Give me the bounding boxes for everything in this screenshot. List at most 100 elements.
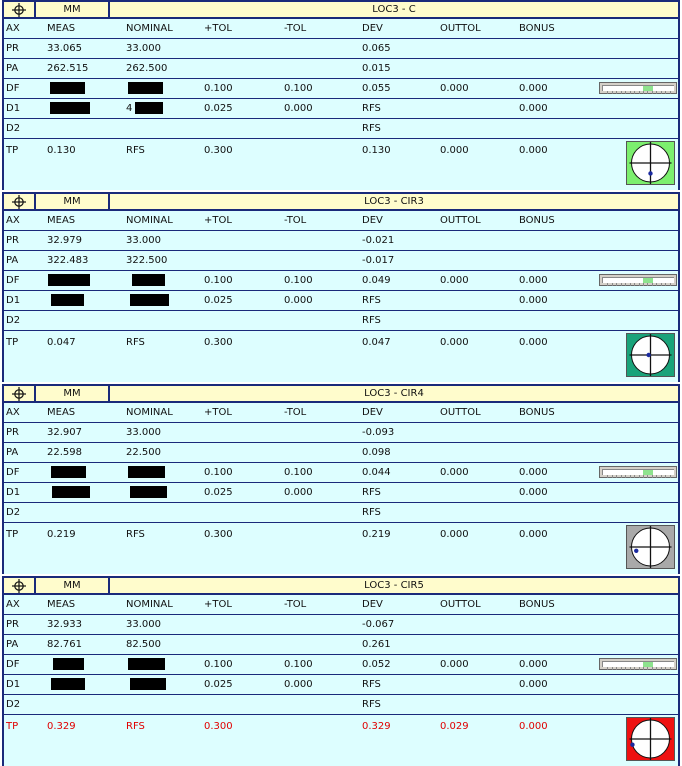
cell-pa-meas: 322.483 — [47, 255, 89, 266]
cell-d1-tol: 0.025 — [204, 295, 233, 306]
column-header-dev: DEV — [362, 599, 383, 610]
deviation-bar — [599, 274, 677, 286]
measured-position-dot — [646, 352, 651, 358]
column-header-nominal: NOMINAL — [126, 407, 173, 418]
deviation-bar-tick — [651, 91, 653, 94]
cell-d1-ax: D1 — [6, 487, 21, 498]
feature-title: LOC3 - CIR3 — [364, 196, 424, 207]
cell-pa-dev: -0.017 — [362, 255, 395, 266]
true-position-graph — [626, 717, 675, 761]
column-header-nominal: NOMINAL — [126, 215, 173, 226]
redacted-value — [51, 294, 84, 306]
cell-d2-dev: RFS — [362, 315, 381, 326]
column-header-tol: +TOL — [204, 407, 232, 418]
cell-d1-tol: 0.000 — [284, 679, 313, 690]
cell-tp-bonus: 0.000 — [519, 337, 548, 348]
deviation-bar-tick — [647, 475, 649, 478]
row-pr: PR 32.933 33.000 -0.067 — [4, 615, 678, 635]
column-header-tol: +TOL — [204, 599, 232, 610]
cell-d2-dev: RFS — [362, 123, 381, 134]
deviation-bar-tick — [660, 283, 662, 286]
deviation-bar-tick — [616, 91, 618, 94]
cell-tp-tol: 0.300 — [204, 337, 233, 348]
position-tolerance-icon — [12, 2, 26, 17]
cell-tp-meas: 0.219 — [47, 529, 76, 540]
column-header-ax: AX — [6, 599, 20, 610]
cell-pr-dev: 0.065 — [362, 43, 391, 54]
cell-tp-outtol: 0.029 — [440, 721, 469, 732]
deviation-bar-tick — [625, 283, 627, 286]
cell-pr-meas: 32.933 — [47, 619, 82, 630]
feature-block: MM LOC3 - C AX MEAS NOMINAL +TOL -TOL DEV OUTTOL… — [2, 0, 680, 190]
column-header-outtol: OUTTOL — [440, 407, 481, 418]
deviation-bar-track — [602, 85, 674, 94]
cell-df-bonus: 0.000 — [519, 659, 548, 670]
cell-pa-dev: 0.261 — [362, 639, 391, 650]
column-header-dev: DEV — [362, 407, 383, 418]
cell-pa-meas: 262.515 — [47, 63, 89, 74]
cell-df-dev: 0.055 — [362, 83, 391, 94]
cell-tp-meas: 0.130 — [47, 145, 76, 156]
deviation-bar-tick — [611, 475, 613, 478]
cell-tp-nominal: RFS — [126, 337, 145, 348]
redacted-value — [132, 274, 165, 286]
feature-block: MM LOC3 - CIR3 AX MEAS NOMINAL +TOL -TOL DEV OUT… — [2, 192, 680, 382]
measured-position-dot — [634, 548, 639, 553]
deviation-bar-tick — [620, 91, 622, 94]
redacted-value — [135, 102, 163, 114]
cell-df-ax: DF — [6, 467, 20, 478]
cell-d1-bonus: 0.000 — [519, 103, 548, 114]
deviation-bar-tick — [665, 667, 667, 670]
units-label: MM — [36, 386, 110, 401]
column-header-dev: DEV — [362, 215, 383, 226]
cell-d1-tol: 0.025 — [204, 679, 233, 690]
cell-tp-nominal: RFS — [126, 529, 145, 540]
cell-tp-nominal: RFS — [126, 721, 145, 732]
cell-tp-outtol: 0.000 — [440, 337, 469, 348]
true-position-graph — [626, 525, 675, 569]
cell-df-tol: 0.100 — [284, 83, 313, 94]
deviation-bar-tick — [669, 283, 671, 286]
cell-df-tol: 0.100 — [284, 659, 313, 670]
cell-tp-dev: 0.219 — [362, 529, 391, 540]
row-d2: D2 RFS — [4, 311, 678, 331]
redacted-value — [51, 466, 86, 478]
cell-df-ax: DF — [6, 275, 20, 286]
cell-tp-ax: TP — [6, 721, 19, 732]
cell-tp-meas: 0.047 — [47, 337, 76, 348]
cell-pa-dev: 0.098 — [362, 447, 391, 458]
deviation-bar-tick — [638, 283, 640, 286]
cell-d1-bonus: 0.000 — [519, 295, 548, 306]
cell-df-outtol: 0.000 — [440, 83, 469, 94]
deviation-bar — [599, 658, 677, 670]
deviation-bar-tick — [647, 283, 649, 286]
cell-pr-ax: PR — [6, 235, 19, 246]
position-tolerance-icon — [12, 386, 26, 401]
cell-pa-meas: 22.598 — [47, 447, 82, 458]
deviation-bar-tick — [611, 667, 613, 670]
cell-tp-outtol: 0.000 — [440, 145, 469, 156]
deviation-bar-tick — [620, 667, 622, 670]
row-d1: D1 0.025 0.000 RFS 0.000 — [4, 291, 678, 311]
row-d2: D2 RFS — [4, 503, 678, 523]
cell-tp-tol: 0.300 — [204, 721, 233, 732]
cell-df-bonus: 0.000 — [519, 275, 548, 286]
column-header-tol: -TOL — [284, 215, 307, 226]
cell-d2-ax: D2 — [6, 507, 21, 518]
feature-title: LOC3 - C — [372, 4, 416, 15]
deviation-bar-tick — [656, 667, 658, 670]
column-header-row: AX MEAS NOMINAL +TOL -TOL DEV OUTTOL BONUS — [4, 211, 678, 231]
deviation-bar-tick — [620, 283, 622, 286]
deviation-bar-track — [602, 469, 674, 478]
cell-df-dev: 0.052 — [362, 659, 391, 670]
deviation-bar-tick — [607, 475, 609, 478]
units-label: MM — [36, 578, 110, 593]
cell-d1-nominal: 4 — [126, 103, 133, 114]
symbol-cell — [4, 2, 36, 17]
deviation-bar-tick — [669, 475, 671, 478]
cell-df-outtol: 0.000 — [440, 659, 469, 670]
row-df: DF 0.100 0.100 0.044 0.000 0.000 — [4, 463, 678, 483]
deviation-bar-fill — [643, 86, 653, 91]
cell-df-outtol: 0.000 — [440, 275, 469, 286]
